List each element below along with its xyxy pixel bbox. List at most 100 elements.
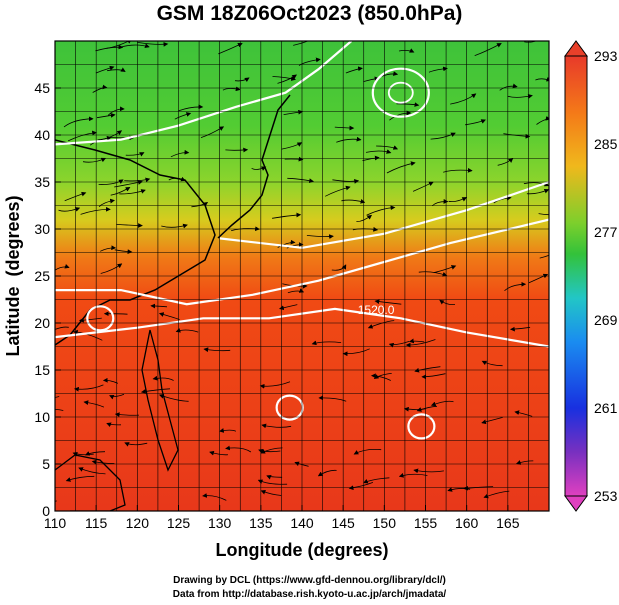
streamline — [366, 205, 396, 216]
streamline — [200, 126, 225, 138]
streamline — [203, 347, 231, 353]
streamline — [283, 109, 304, 115]
colorbar-tick-label: 293 — [594, 48, 618, 64]
streamline — [209, 450, 228, 456]
streamline — [191, 202, 209, 208]
streamline — [174, 112, 192, 120]
y-tick-label: 20 — [34, 315, 50, 331]
streamline — [58, 207, 81, 212]
streamline — [413, 468, 444, 474]
x-tick-label: 145 — [331, 515, 355, 531]
streamline — [332, 179, 360, 184]
streamline — [260, 447, 283, 454]
pressure-contour-line — [55, 41, 353, 146]
streamline — [294, 461, 309, 467]
streamline — [82, 157, 107, 163]
streamline — [481, 360, 503, 367]
streamline — [100, 263, 123, 274]
streamline — [287, 177, 314, 184]
streamline — [433, 265, 457, 274]
streamline — [79, 317, 102, 323]
streamline — [507, 93, 533, 99]
streamline — [365, 149, 392, 154]
x-tick-label: 115 — [85, 515, 108, 531]
streamline — [63, 116, 94, 128]
streamline — [376, 145, 399, 150]
streamline — [106, 41, 133, 49]
streamline — [272, 212, 302, 219]
streamline — [124, 177, 151, 183]
credit-drawing: Drawing by DCL (https://www.gfd-dennou.o… — [173, 575, 446, 586]
streamline — [124, 442, 148, 447]
coastline-japan — [217, 94, 291, 239]
streamline — [447, 487, 471, 492]
streamline — [261, 423, 292, 429]
y-tick-label: 35 — [34, 174, 50, 190]
streamline — [523, 181, 549, 187]
x-tick-label: 155 — [414, 515, 438, 531]
x-tick-label: 135 — [249, 515, 273, 531]
streamline — [418, 271, 448, 277]
streamline — [286, 242, 304, 249]
streamline — [277, 239, 296, 248]
y-tick-label: 15 — [34, 362, 50, 378]
streamline — [325, 185, 351, 197]
streamline — [110, 186, 131, 196]
streamline — [260, 490, 282, 496]
streamline — [83, 400, 105, 408]
streamline — [106, 422, 122, 428]
streamline — [342, 348, 370, 357]
streamline — [161, 223, 188, 229]
streamline — [398, 48, 415, 53]
streamline — [535, 76, 549, 82]
y-tick-label: 0 — [42, 503, 50, 519]
streamline — [100, 245, 117, 252]
colorbar-ticks: 293 285 277 269 261 253 — [594, 48, 618, 504]
streamline — [306, 234, 334, 239]
streamline — [539, 254, 549, 259]
streamline — [96, 113, 116, 119]
streamline — [428, 66, 448, 73]
streamline — [465, 119, 486, 126]
streamline — [55, 500, 57, 502]
streamline — [98, 198, 115, 207]
streamline — [222, 86, 241, 92]
streamline — [538, 213, 549, 216]
streamline — [78, 467, 106, 475]
streamline — [152, 375, 174, 381]
streamline — [481, 417, 503, 425]
streamline — [98, 179, 124, 185]
y-tick-label: 25 — [34, 268, 50, 284]
streamline — [515, 460, 534, 465]
streamline — [412, 181, 434, 192]
pressure-system-contour — [387, 81, 414, 104]
streamline — [334, 125, 355, 131]
streamline — [125, 152, 145, 157]
streamline — [67, 130, 97, 142]
pressure-system-contour — [275, 394, 304, 421]
streamline — [416, 405, 438, 412]
streamline — [398, 473, 428, 478]
streamline — [348, 482, 374, 491]
pressure-contours: 1520.0 — [55, 41, 549, 440]
x-tick-label: 120 — [126, 515, 150, 531]
wind-streamlines — [55, 41, 549, 502]
y-tick-label: 5 — [42, 456, 50, 472]
streamline — [287, 288, 305, 294]
streamline — [311, 340, 342, 346]
streamline — [503, 133, 531, 139]
x-tick-label: 165 — [496, 515, 520, 531]
streamline — [421, 373, 446, 380]
streamline — [430, 400, 454, 407]
streamline — [474, 43, 502, 56]
streamline — [318, 395, 347, 402]
y-tick-label: 40 — [34, 127, 50, 143]
streamline — [396, 102, 420, 107]
streamline — [386, 161, 416, 174]
coastline-philippines — [141, 329, 179, 472]
streamline — [284, 156, 304, 162]
streamline — [363, 477, 390, 484]
streamline — [84, 451, 106, 456]
streamline — [405, 339, 436, 348]
